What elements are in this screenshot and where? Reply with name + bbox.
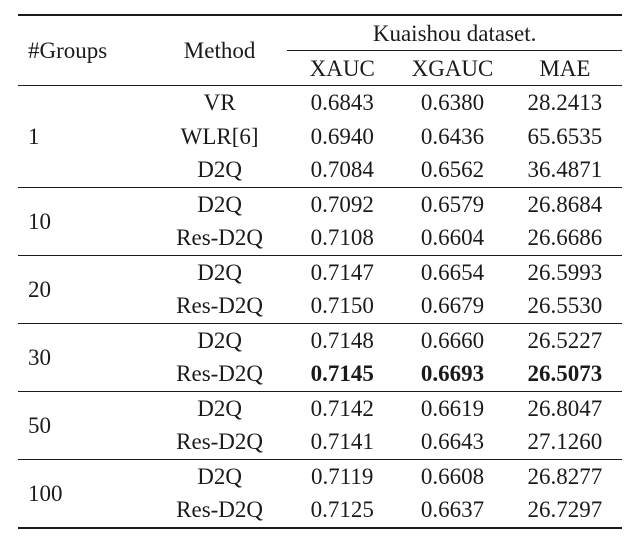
mae-cell: 36.4871	[527, 157, 603, 183]
method-cell: D2Q	[197, 259, 242, 285]
method-cell: D2Q	[197, 191, 242, 217]
group-block: 1 VR 0.6843 0.6380 28.2413 WLR[6] 0.6940 0.6436…	[18, 86, 622, 187]
xgauc-cell: 0.6679	[420, 293, 485, 319]
mae-cell: 26.8684	[527, 191, 603, 217]
xauc-cell: 0.7084	[310, 157, 374, 183]
table-row: Res-D2Q 0.7141 0.6643 27.1260	[18, 425, 622, 459]
method-cell: D2Q	[197, 463, 242, 489]
xauc-cell: 0.7092	[310, 191, 374, 217]
group-block: 10 D2Q 0.7092 0.6579 26.8684 Res-D2Q 0.7108 0.6…	[18, 187, 622, 255]
method-cell: Res-D2Q	[176, 429, 264, 455]
header-row-metrics: XAUC XGAUC MAE	[18, 51, 622, 86]
method-cell: VR	[203, 90, 236, 116]
method-cell: Res-D2Q	[176, 293, 264, 319]
mae-cell: 26.5993	[527, 259, 603, 285]
method-cell: WLR[6]	[180, 123, 259, 149]
method-column-header: Method	[183, 38, 256, 63]
table-row: Res-D2Q 0.7145 0.6693 26.5073	[18, 357, 622, 391]
header-row-top: #Groups Method Kuaishou dataset.	[18, 15, 622, 62]
xauc-cell: 0.6940	[310, 123, 374, 149]
results-table: #Groups Method Kuaishou dataset. XAUC XG…	[18, 14, 622, 529]
xgauc-cell: 0.6579	[420, 191, 485, 217]
xauc-cell: 0.7142	[310, 395, 374, 421]
group-block: 30 D2Q 0.7148 0.6660 26.5227 Res-D2Q 0.7145 0.6…	[18, 323, 622, 391]
method-cell: Res-D2Q	[176, 361, 264, 387]
table-row: 30 D2Q 0.7148 0.6660 26.5227	[18, 323, 622, 369]
groups-cell: 10	[28, 208, 51, 234]
table-header: #Groups Method Kuaishou dataset. XAUC XG…	[18, 15, 622, 86]
mae-cell: 26.7297	[527, 497, 603, 523]
xgauc-cell: 0.6608	[420, 463, 485, 489]
xauc-cell: 0.7150	[310, 293, 374, 319]
xauc-cell: 0.7108	[310, 225, 374, 251]
xauc-column-header: XAUC	[309, 55, 375, 81]
groups-column-header: #Groups	[28, 38, 108, 63]
table-row: 100 D2Q 0.7119 0.6608 26.8277	[18, 459, 622, 505]
xauc-cell: 0.7148	[310, 327, 374, 353]
groups-cell: 50	[28, 412, 51, 438]
group-block: 20 D2Q 0.7147 0.6654 26.5993 Res-D2Q 0.7150 0.6…	[18, 255, 622, 323]
group-block: 100 D2Q 0.7119 0.6608 26.8277 Res-D2Q 0.7125 0.…	[18, 459, 622, 528]
table-row: 10 D2Q 0.7092 0.6579 26.8684	[18, 187, 622, 233]
mae-cell: 26.5530	[527, 293, 603, 319]
mae-cell: 26.6686	[527, 225, 603, 251]
xgauc-cell: 0.6693	[420, 361, 485, 387]
xgauc-cell: 0.6637	[420, 497, 485, 523]
xgauc-cell: 0.6619	[420, 395, 485, 421]
mae-cell: 28.2413	[527, 90, 603, 116]
method-cell: D2Q	[197, 395, 242, 421]
xgauc-cell: 0.6562	[420, 157, 485, 183]
dataset-header: Kuaishou dataset.	[287, 15, 622, 51]
table-row: 50 D2Q 0.7142 0.6619 26.8047	[18, 391, 622, 437]
table-row: 1 VR 0.6843 0.6380 28.2413	[18, 86, 622, 147]
groups-cell: 20	[28, 276, 51, 302]
groups-cell: 100	[28, 480, 63, 506]
method-cell: Res-D2Q	[176, 497, 264, 523]
group-block: 50 D2Q 0.7142 0.6619 26.8047 Res-D2Q 0.7141 0.6…	[18, 391, 622, 459]
method-cell: Res-D2Q	[176, 225, 264, 251]
mae-cell: 26.5227	[527, 327, 603, 353]
xgauc-cell: 0.6436	[420, 123, 485, 149]
xgauc-cell: 0.6380	[420, 90, 485, 116]
xauc-cell: 0.7147	[310, 259, 374, 285]
mae-cell: 26.8277	[527, 463, 603, 489]
table-row: WLR[6] 0.6940 0.6436 65.6535	[18, 120, 622, 154]
table-row: Res-D2Q 0.7125 0.6637 26.7297	[18, 493, 622, 528]
mae-cell: 26.8047	[527, 395, 603, 421]
xgauc-cell: 0.6660	[420, 327, 485, 353]
xgauc-cell: 0.6643	[420, 429, 485, 455]
xgauc-cell: 0.6604	[420, 225, 485, 251]
table-row: 20 D2Q 0.7147 0.6654 26.5993	[18, 255, 622, 301]
table-row: Res-D2Q 0.7150 0.6679 26.5530	[18, 289, 622, 323]
xauc-cell: 0.6843	[310, 90, 374, 116]
method-cell: D2Q	[197, 327, 242, 353]
mae-cell: 27.1260	[527, 429, 603, 455]
groups-cell: 30	[28, 344, 51, 370]
method-cell: D2Q	[197, 157, 242, 183]
mae-cell: 26.5073	[527, 361, 603, 387]
groups-cell: 1	[28, 123, 40, 149]
xauc-cell: 0.7119	[311, 463, 374, 489]
xauc-cell: 0.7145	[310, 361, 374, 387]
xauc-cell: 0.7125	[310, 497, 374, 523]
table-row: D2Q 0.7084 0.6562 36.4871	[18, 153, 622, 187]
table-row: Res-D2Q 0.7108 0.6604 26.6686	[18, 221, 622, 255]
xgauc-cell: 0.6654	[420, 259, 485, 285]
mae-column-header: MAE	[539, 55, 591, 81]
mae-cell: 65.6535	[527, 123, 603, 149]
xgauc-column-header: XGAUC	[411, 55, 494, 81]
xauc-cell: 0.7141	[310, 429, 374, 455]
